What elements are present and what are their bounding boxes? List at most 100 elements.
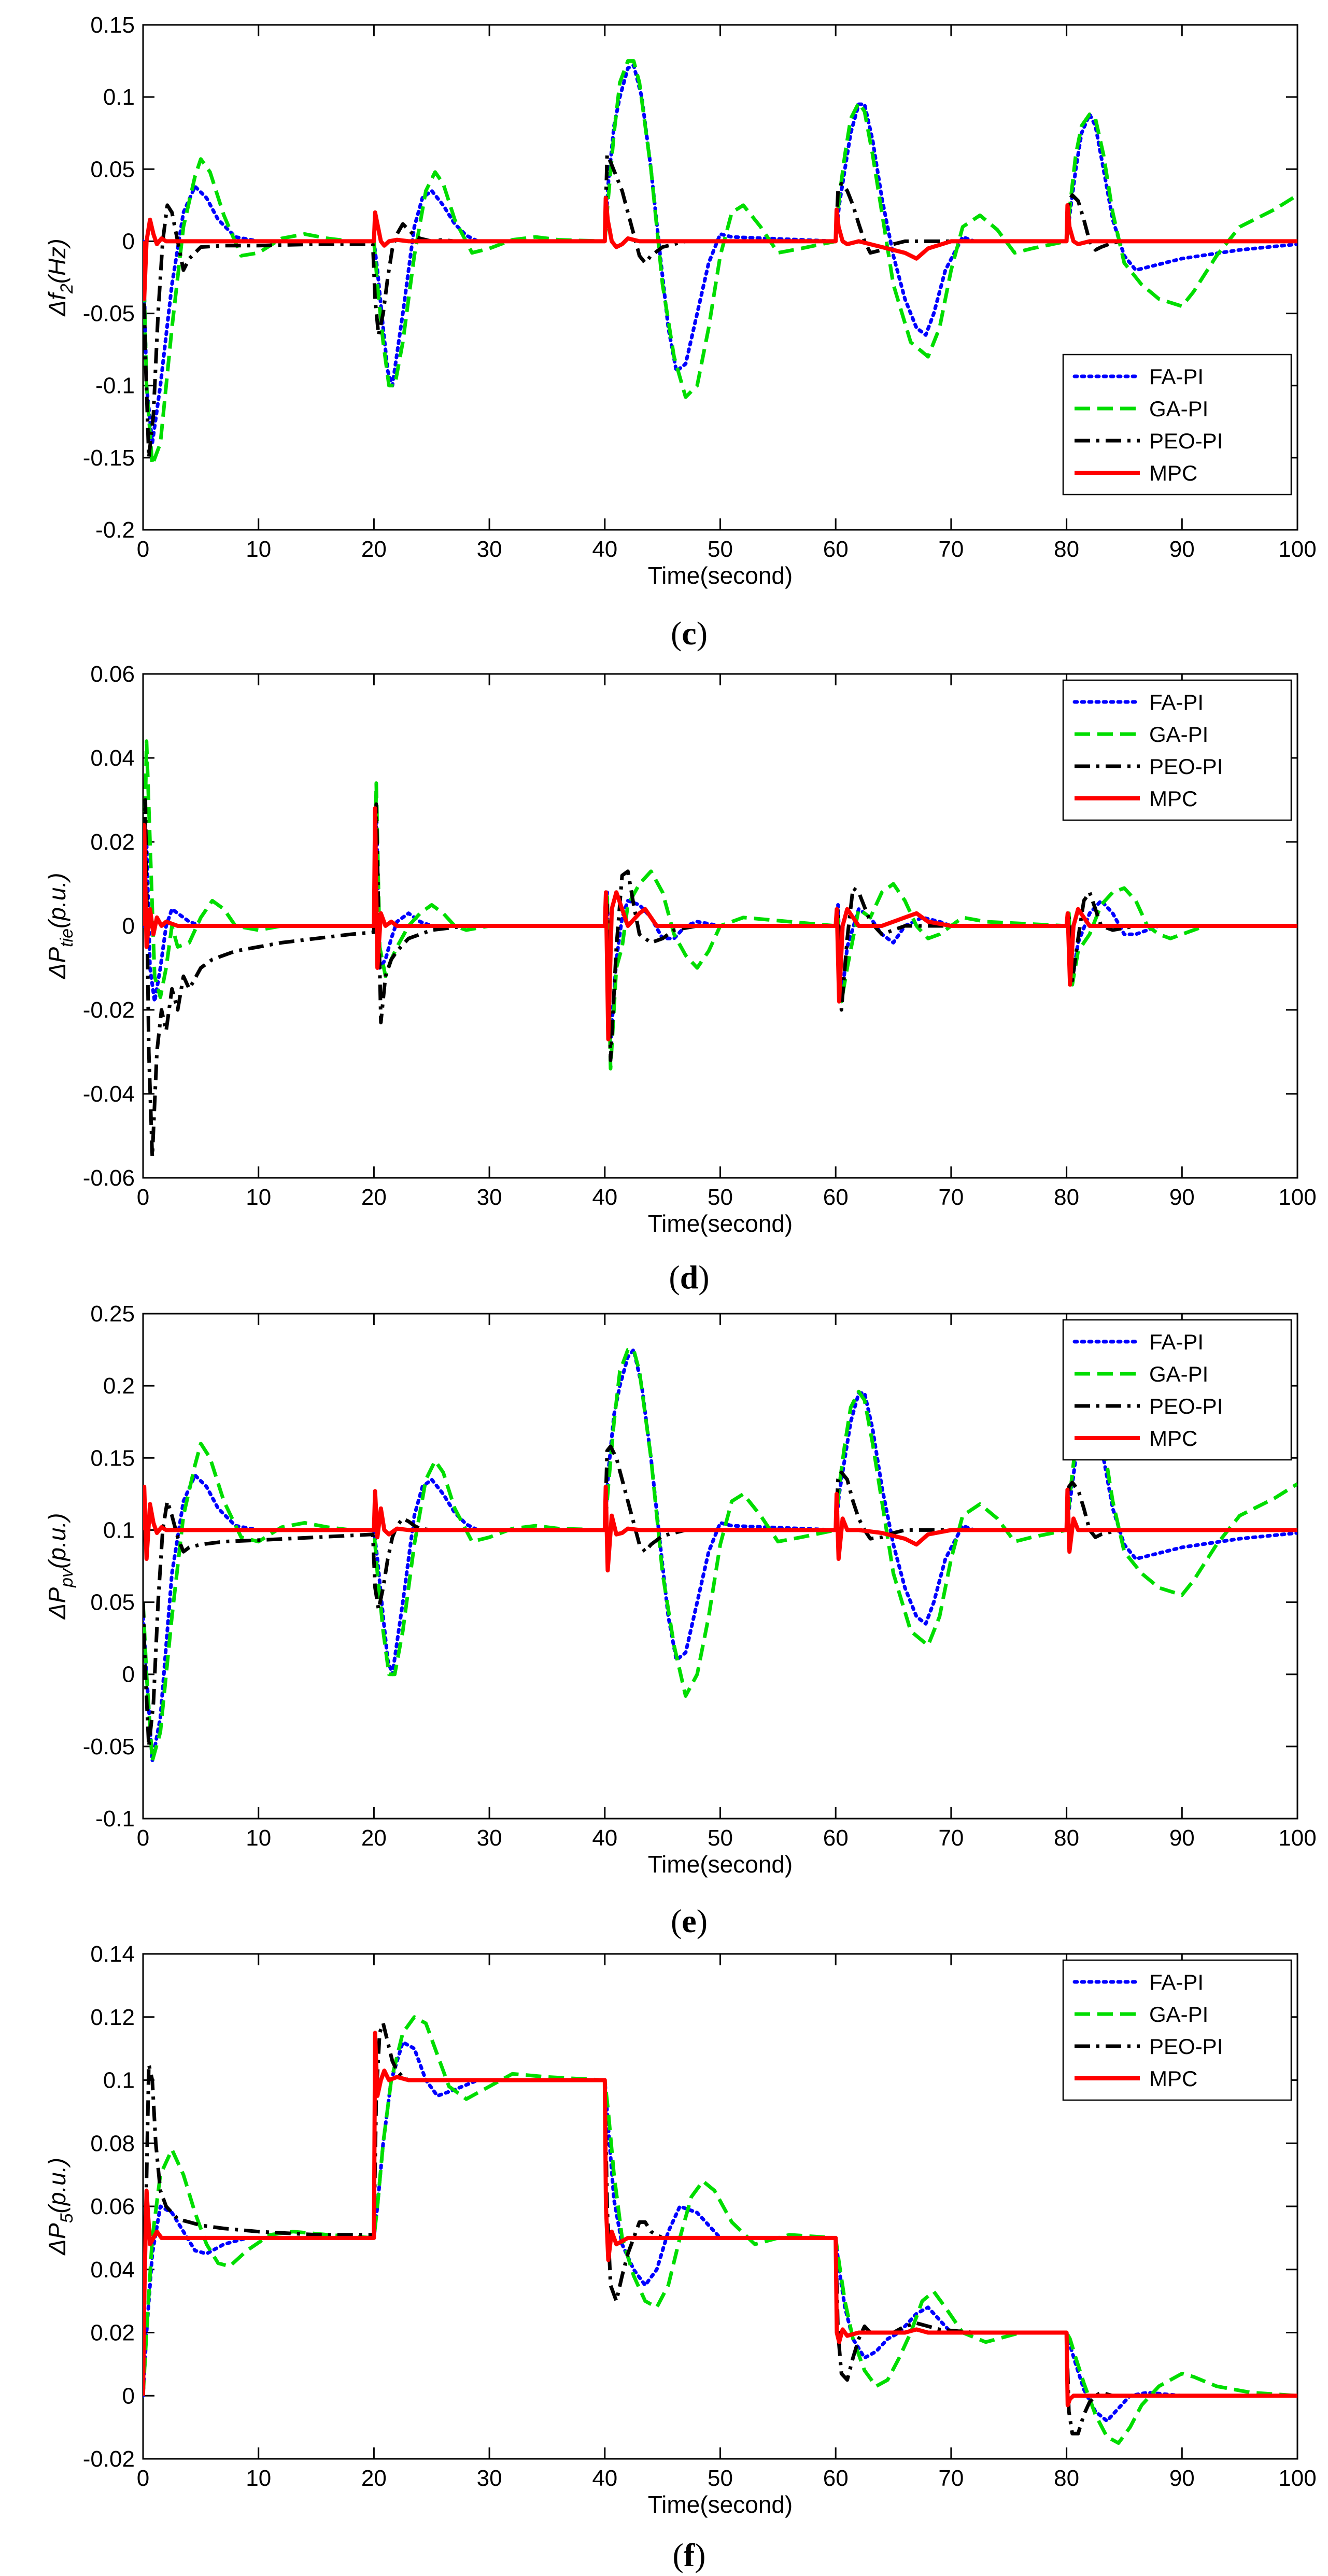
legend-label: MPC [1149, 461, 1197, 485]
x-tick-label: 50 [708, 1185, 733, 1210]
y-tick-label: -0.15 [83, 445, 135, 471]
legend-label: GA-PI [1149, 397, 1208, 421]
x-tick-label: 70 [938, 1185, 964, 1210]
x-tick-label: 40 [592, 2466, 617, 2491]
caption-close: ) [698, 1259, 709, 1296]
legend: FA-PI GA-PI PEO-PI MPC [1062, 1319, 1292, 1461]
series-line-mpc [143, 806, 1297, 1041]
x-tick-label: 10 [246, 537, 271, 562]
legend-label: PEO-PI [1149, 754, 1223, 779]
y-tick-label: 0.02 [90, 2320, 135, 2346]
caption-open: ( [673, 2537, 684, 2573]
caption-close: ) [695, 2537, 705, 2573]
y-axis-label-unit: (p.u.) [44, 2158, 70, 2213]
y-tick-label: -0.04 [83, 1081, 135, 1107]
panel-caption: (f) [673, 2537, 706, 2573]
y-axis-label-sub: tie [57, 928, 77, 947]
x-tick-label: 60 [823, 537, 849, 562]
y-tick-label: 0.04 [90, 2257, 135, 2283]
panel-caption: (c) [671, 615, 708, 652]
x-tick-label: 80 [1054, 2466, 1079, 2491]
series-line-peo-pi [143, 153, 1297, 460]
x-tick-label: 20 [361, 2466, 387, 2491]
y-tick-label: 0.06 [90, 661, 135, 687]
y-axis-label-unit: (Hz) [44, 238, 70, 284]
caption-letter: d [680, 1259, 699, 1296]
y-tick-label: 0.15 [90, 1445, 135, 1471]
x-axis-label: Time(second) [648, 562, 793, 589]
y-axis-label-main: ΔP [44, 947, 70, 980]
y-axis-label-main: Δf [44, 291, 70, 317]
y-tick-label: 0.1 [103, 1517, 135, 1543]
y-tick-label: 0.04 [90, 745, 135, 771]
legend-label: FA-PI [1149, 364, 1204, 389]
y-axis-label: ΔP5(p.u.) [44, 2158, 77, 2256]
x-tick-label: 100 [1278, 1185, 1316, 1210]
legend-label: FA-PI [1149, 1330, 1204, 1354]
y-tick-label: 0.06 [90, 2194, 135, 2219]
legend: FA-PI GA-PI PEO-PI MPC [1062, 679, 1292, 821]
x-tick-label: 20 [361, 1185, 387, 1210]
x-tick-label: 80 [1054, 1185, 1079, 1210]
y-axis-label-sub: pv [57, 1568, 77, 1588]
panel-caption: (d) [669, 1259, 709, 1296]
caption-open: ( [671, 615, 682, 652]
y-axis-label-sub: 2 [57, 284, 77, 294]
y-tick-label: -0.2 [95, 517, 135, 543]
x-tick-label: 80 [1054, 537, 1079, 562]
x-tick-label: 90 [1169, 1185, 1195, 1210]
x-tick-label: 50 [708, 1825, 733, 1851]
legend-label: MPC [1149, 2066, 1197, 2091]
x-tick-label: 10 [246, 1185, 271, 1210]
y-axis-label-unit: (p.u.) [44, 873, 70, 928]
y-tick-label: 0.05 [90, 157, 135, 182]
chart-panel-c: 0 10 20 30 40 50 60 70 80 90 100-0.2-0.15-0.1-0.05… [44, 12, 1317, 652]
series-group [143, 1348, 1297, 1763]
x-tick-label: 40 [592, 1185, 617, 1210]
y-tick-label: -0.1 [95, 1806, 135, 1832]
y-axis-label-sub: 5 [57, 2213, 77, 2223]
y-tick-label: -0.1 [95, 373, 135, 399]
legend-label: PEO-PI [1149, 429, 1223, 453]
series-line-peo-pi [143, 2021, 1297, 2436]
x-tick-label: 40 [592, 1825, 617, 1851]
chart-panel-f: 0 10 20 30 40 50 60 70 80 90 100-0.0200.020.040.06… [44, 1941, 1317, 2573]
y-tick-label: 0.14 [90, 1941, 135, 1967]
y-tick-label: 0.1 [103, 85, 135, 110]
y-tick-label: -0.05 [83, 1734, 135, 1759]
y-tick-label: 0 [122, 229, 135, 254]
x-tick-label: 50 [708, 537, 733, 562]
legend-label: GA-PI [1149, 2002, 1208, 2026]
y-tick-label: 0 [122, 913, 135, 939]
x-tick-label: 30 [477, 1825, 502, 1851]
y-tick-label: -0.06 [83, 1165, 135, 1191]
legend-label: FA-PI [1149, 1970, 1204, 1994]
chart-panel-e: 0 10 20 30 40 50 60 70 80 90 100 -0.1 -0.05 0 0.05 0.1 0… [44, 1301, 1317, 1939]
series-line-mpc [143, 195, 1297, 301]
legend: FA-PI GA-PI PEO-PI MPC [1062, 1959, 1292, 2101]
y-tick-label: -0.02 [83, 2446, 135, 2472]
x-tick-label: 0 [137, 1825, 149, 1851]
y-tick-label: -0.05 [83, 301, 135, 327]
series-group [143, 739, 1297, 1159]
caption-close: ) [697, 1903, 708, 1939]
x-tick-label: 0 [137, 2466, 149, 2491]
x-tick-label: 30 [477, 537, 502, 562]
y-tick-label: 0.15 [90, 12, 135, 38]
legend-label: MPC [1149, 1426, 1197, 1451]
x-tick-label: 60 [823, 1185, 849, 1210]
y-axis-label-main: ΔP [44, 2223, 70, 2256]
x-tick-label: 100 [1278, 2466, 1316, 2491]
y-tick-label: 0.1 [103, 2068, 135, 2093]
y-tick-label: 0.02 [90, 829, 135, 855]
x-tick-label: 70 [938, 537, 964, 562]
x-tick-label: 70 [938, 1825, 964, 1851]
series-line-ga-pi [143, 59, 1297, 467]
x-tick-label: 40 [592, 537, 617, 562]
caption-letter: e [682, 1903, 696, 1939]
y-tick-label: 0 [122, 2383, 135, 2409]
series-group [143, 59, 1297, 467]
series-line-mpc [143, 2031, 1297, 2408]
y-tick-label: 0.25 [90, 1301, 135, 1327]
